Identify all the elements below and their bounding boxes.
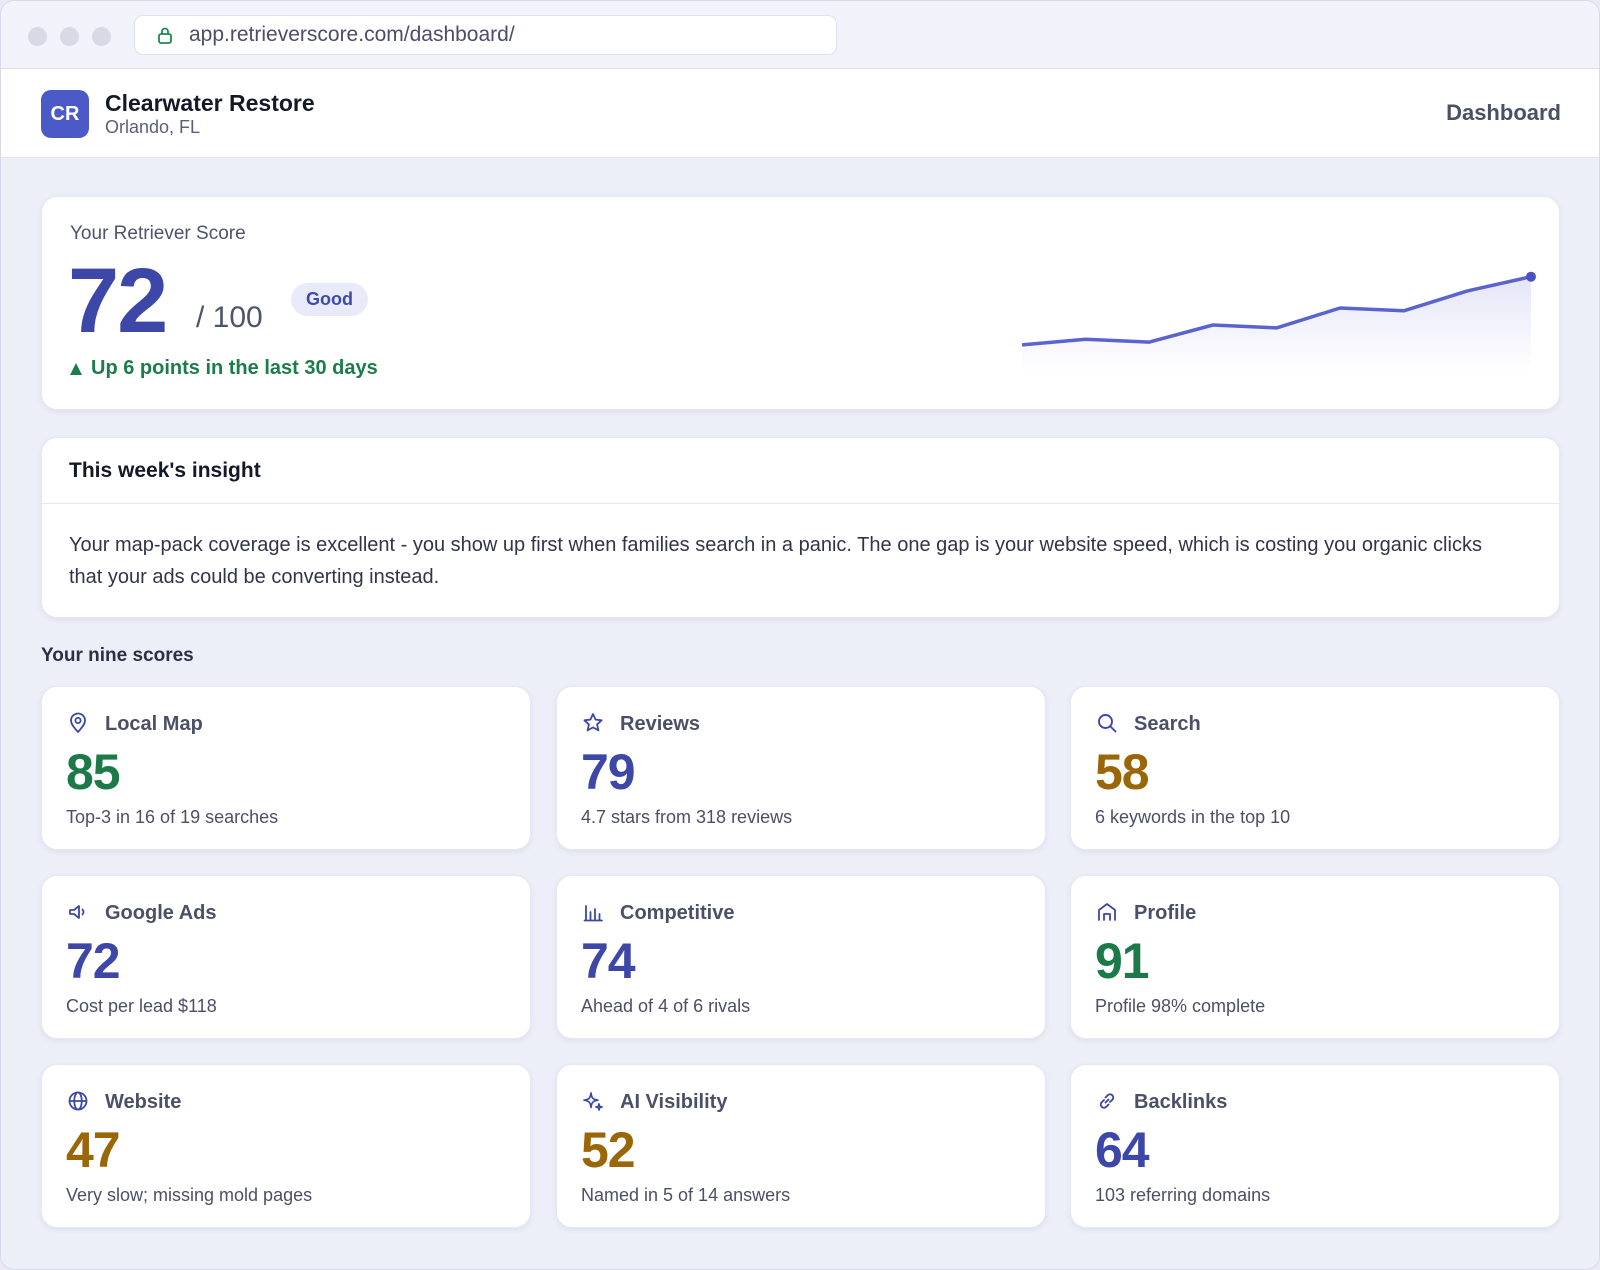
business-location: Orlando, FL bbox=[105, 117, 201, 137]
address-url: app.retrieverscore.com/dashboard/ bbox=[189, 23, 515, 46]
sparkline-area bbox=[1022, 276, 1531, 372]
tile-description: Top-3 in 16 of 19 searches bbox=[66, 807, 279, 827]
score-out-of: / 100 bbox=[196, 301, 263, 334]
address-bar[interactable]: app.retrieverscore.com/dashboard/ bbox=[134, 15, 837, 55]
tile-search[interactable]: Search 58 6 keywords in the top 10 bbox=[1070, 686, 1560, 850]
tile-google-ads[interactable]: Google Ads 72 Cost per lead $118 bbox=[41, 875, 531, 1039]
storefront-icon bbox=[1095, 900, 1119, 924]
tile-score: 58 bbox=[1095, 744, 1150, 800]
tile-backlinks[interactable]: Backlinks 64 103 referring domains bbox=[1070, 1064, 1560, 1228]
link-icon bbox=[1095, 1089, 1119, 1113]
tile-competitive[interactable]: Competitive 74 Ahead of 4 of 6 rivals bbox=[556, 875, 1046, 1039]
tile-score: 74 bbox=[581, 933, 636, 989]
star-icon bbox=[581, 711, 605, 735]
insight-body: Your map-pack coverage is excellent - yo… bbox=[69, 534, 1482, 588]
tile-name: Reviews bbox=[620, 713, 701, 735]
business-logo: CR bbox=[41, 90, 89, 138]
tile-name: Backlinks bbox=[1134, 1091, 1228, 1113]
scores-section-label: Your nine scores bbox=[41, 645, 194, 666]
tile-score: 64 bbox=[1095, 1122, 1150, 1178]
megaphone-icon bbox=[66, 900, 90, 924]
window-minimize-button[interactable] bbox=[60, 27, 79, 46]
browser-chrome: app.retrieverscore.com/dashboard/ bbox=[1, 1, 1599, 69]
tile-name: Competitive bbox=[620, 902, 735, 924]
sparkline-latest-point bbox=[1526, 271, 1536, 282]
tile-name: Website bbox=[105, 1091, 182, 1113]
tile-description: Named in 5 of 14 answers bbox=[581, 1185, 791, 1205]
tile-profile[interactable]: Profile 91 Profile 98% complete bbox=[1070, 875, 1560, 1039]
score-trend-text: Up 6 points in the last 30 days bbox=[91, 357, 378, 379]
tile-name: Profile bbox=[1134, 902, 1197, 924]
trend-up-icon bbox=[70, 362, 82, 375]
tile-score: 85 bbox=[66, 744, 121, 800]
tile-description: Ahead of 4 of 6 rivals bbox=[581, 996, 751, 1016]
tile-name: Local Map bbox=[105, 713, 203, 735]
score-trend: Up 6 points in the last 30 days bbox=[70, 357, 378, 380]
business-name: Clearwater Restore bbox=[105, 90, 315, 116]
tile-score: 79 bbox=[581, 744, 636, 800]
globe-icon bbox=[66, 1089, 90, 1113]
map-pin-icon bbox=[66, 711, 90, 735]
score-label: Your Retriever Score bbox=[70, 223, 246, 244]
insight-divider bbox=[42, 503, 1559, 504]
tile-description: 6 keywords in the top 10 bbox=[1095, 807, 1291, 827]
tile-local-map[interactable]: Local Map 85 Top-3 in 16 of 19 searches bbox=[41, 686, 531, 850]
tile-score: 47 bbox=[66, 1122, 121, 1178]
tile-name: Search bbox=[1134, 713, 1201, 735]
tile-name: Google Ads bbox=[105, 902, 217, 924]
app-header: CR Clearwater Restore Orlando, FL Dashbo… bbox=[1, 69, 1599, 158]
tile-score: 72 bbox=[66, 933, 121, 989]
tile-website[interactable]: Website 47 Very slow; missing mold pages bbox=[41, 1064, 531, 1228]
bar-chart-icon bbox=[581, 900, 605, 924]
window-maximize-button[interactable] bbox=[92, 27, 111, 46]
insight-card: This week's insight Your map-pack covera… bbox=[41, 437, 1560, 618]
insight-title: This week's insight bbox=[69, 459, 261, 482]
lock-icon bbox=[155, 25, 175, 45]
tile-description: Very slow; missing mold pages bbox=[66, 1185, 313, 1205]
tile-score: 52 bbox=[581, 1122, 636, 1178]
tile-description: 103 referring domains bbox=[1095, 1185, 1271, 1205]
tile-ai-visibility[interactable]: AI Visibility 52 Named in 5 of 14 answer… bbox=[556, 1064, 1046, 1228]
tile-description: 4.7 stars from 318 reviews bbox=[581, 807, 793, 827]
tile-score: 91 bbox=[1095, 933, 1150, 989]
sparkline-series bbox=[1022, 274, 1533, 347]
status-badge: Good bbox=[291, 283, 368, 316]
tile-description: Profile 98% complete bbox=[1095, 996, 1266, 1016]
tile-name: AI Visibility bbox=[620, 1091, 728, 1113]
score-value: 72 bbox=[68, 250, 168, 352]
tile-description: Cost per lead $118 bbox=[66, 996, 217, 1016]
nav-dashboard-link[interactable]: Dashboard bbox=[1446, 100, 1561, 125]
retriever-score-card: Your Retriever Score 72 / 100 Good Up 6 … bbox=[41, 196, 1560, 410]
search-icon bbox=[1095, 711, 1119, 735]
score-sparkline bbox=[1022, 271, 1536, 372]
tile-reviews[interactable]: Reviews 79 4.7 stars from 318 reviews bbox=[556, 686, 1046, 850]
window-close-button[interactable] bbox=[28, 27, 47, 46]
sparkle-icon bbox=[581, 1089, 605, 1113]
